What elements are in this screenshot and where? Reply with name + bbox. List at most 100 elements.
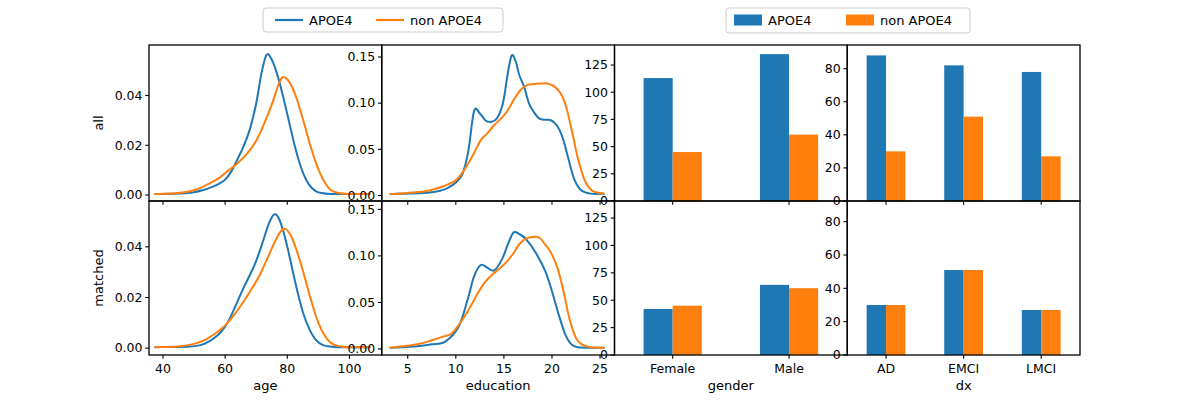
x-tick-label-dx-matched: LMCI [1026, 361, 1056, 376]
plot-area-age-matched [155, 214, 369, 347]
y-tick-label-dx-matched: 80 [825, 214, 841, 229]
kde-curve-education-all-apoe4 [390, 55, 604, 194]
y-tick-label-gender-all: 100 [584, 85, 608, 100]
plot-area-gender-all [644, 54, 819, 201]
x-tick-label-age-matched: 40 [155, 361, 171, 376]
y-tick-label-dx-all: 80 [825, 61, 841, 76]
legend-lines: APOE4 non APOE4 [263, 8, 503, 32]
kde-curve-age-matched-non-apoe4 [155, 229, 369, 347]
y-tick-label-dx-matched: 40 [825, 281, 841, 296]
y-tick-label-gender-matched: 50 [592, 293, 608, 308]
y-tick-label-age-matched: 0.00 [115, 340, 143, 355]
x-tick-label-gender-matched: Female [650, 361, 696, 376]
bar-gender-all-Female-apoe4 [644, 78, 673, 201]
y-tick-label-education-all: 0.10 [347, 95, 375, 110]
y-tick-label-gender-all: 125 [584, 57, 608, 72]
y-tick-label-gender-all: 25 [592, 166, 608, 181]
legend-patches: APOE4 non APOE4 [726, 8, 970, 33]
bar-dx-all-AD-non-apoe4 [886, 151, 905, 201]
subplot-gender-matched: FemaleMale0255075100125gender [584, 201, 847, 393]
bar-dx-matched-EMCI-non-apoe4 [964, 270, 983, 355]
x-tick-label-dx-matched: EMCI [948, 361, 979, 376]
xlabel-gender-matched: gender [708, 378, 755, 393]
x-tick-label-education-matched: 10 [448, 361, 464, 376]
x-tick-label-age-matched: 60 [217, 361, 233, 376]
plot-area-education-matched [390, 232, 604, 348]
y-tick-label-dx-matched: 0 [833, 347, 841, 362]
y-tick-label-dx-all: 40 [825, 127, 841, 142]
y-tick-label-dx-matched: 60 [825, 247, 841, 262]
x-tick-label-age-matched: 80 [279, 361, 295, 376]
spines-education-all [382, 45, 615, 201]
bar-gender-matched-Male-apoe4 [760, 285, 789, 355]
y-tick-label-gender-matched: 100 [584, 238, 608, 253]
bar-gender-all-Female-non-apoe4 [673, 152, 702, 201]
legend-label-apoe4: APOE4 [768, 13, 811, 28]
legend-patch-apoe4 [734, 15, 762, 26]
x-tick-label-education-matched: 15 [496, 361, 512, 376]
bar-dx-all-EMCI-apoe4 [944, 65, 963, 201]
subplot-age-all: 0.00 0.02 0.04 [115, 45, 382, 205]
y-tick-label-gender-matched: 125 [584, 210, 608, 225]
y-tick-label-education-all: 0.15 [347, 49, 375, 64]
x-tick-label-dx-matched: AD [877, 361, 895, 376]
row-label-all: all [91, 115, 106, 130]
y-tick-label-education-all: 0.05 [347, 142, 375, 157]
xlabel-dx-matched: dx [956, 378, 972, 393]
subplot-education-all: 0.000.050.100.15 [347, 45, 614, 205]
y-tick-label-age-all: 0.02 [115, 138, 143, 153]
y-tick-label-age-all: 0.04 [115, 88, 143, 103]
plot-area-education-all [390, 55, 604, 194]
bar-gender-all-Male-non-apoe4 [789, 135, 818, 201]
kde-curve-age-matched-apoe4 [155, 214, 369, 347]
kde-curve-education-all-non-apoe4 [390, 83, 604, 194]
subplot-education-matched: 5101520250.000.050.100.15education [347, 201, 614, 393]
kde-curve-age-all-apoe4 [155, 54, 369, 194]
x-tick-label-education-matched: 25 [592, 361, 608, 376]
plot-area-dx-all [867, 55, 1061, 201]
y-tick-label-gender-all: 50 [592, 139, 608, 154]
spines-age-matched [149, 201, 382, 355]
x-tick-label-gender-matched: Male [774, 361, 804, 376]
subplot-dx-all: 020406080 [825, 45, 1080, 208]
x-tick-label-education-matched: 5 [404, 361, 412, 376]
legend-label-non-apoe4: non APOE4 [410, 13, 482, 28]
plot-area-dx-matched [867, 270, 1061, 355]
y-tick-label-gender-matched: 75 [592, 265, 608, 280]
bar-dx-all-EMCI-non-apoe4 [964, 117, 983, 201]
y-tick-label-age-all: 0.00 [115, 187, 143, 202]
xlabel-age-matched: age [253, 378, 277, 393]
y-tick-label-age-matched: 0.02 [115, 290, 143, 305]
subplot-dx-matched: AD EMCI LMCI 0 20 40 60 80 dx [825, 201, 1080, 393]
plot-area-age-all [155, 54, 369, 194]
bar-gender-all-Male-apoe4 [760, 54, 789, 201]
y-tick-label-education-matched: 0.00 [347, 341, 375, 356]
y-tick-label-dx-all: 20 [825, 160, 841, 175]
x-tick-label-education-matched: 20 [544, 361, 560, 376]
bar-gender-matched-Female-apoe4 [644, 309, 673, 355]
chart-canvas: 0.000.020.040.000.050.100.15025507510012… [0, 0, 1200, 400]
spines-education-matched [382, 201, 615, 355]
bar-dx-all-LMCI-apoe4 [1022, 72, 1041, 201]
legend-label-apoe4: APOE4 [309, 13, 352, 28]
bar-dx-all-AD-apoe4 [867, 55, 886, 201]
subplot-age-matched: 40 60 80 100 0.00 0.02 0.04 age [115, 201, 382, 393]
x-tick-label-age-matched: 100 [338, 361, 362, 376]
xlabel-education-matched: education [466, 378, 531, 393]
legend-patch-non-apoe4 [846, 15, 874, 26]
plot-area-gender-matched [644, 285, 819, 355]
y-tick-label-dx-all: 60 [825, 94, 841, 109]
y-tick-label-gender-matched: 0 [600, 347, 608, 362]
bar-dx-matched-AD-non-apoe4 [886, 305, 905, 355]
legend-label-non-apoe4: non APOE4 [880, 13, 952, 28]
y-tick-label-gender-matched: 25 [592, 320, 608, 335]
y-tick-label-gender-all: 75 [592, 112, 608, 127]
bar-gender-matched-Female-non-apoe4 [673, 306, 702, 355]
bar-dx-matched-AD-apoe4 [867, 305, 886, 355]
bar-dx-matched-LMCI-apoe4 [1022, 310, 1041, 355]
bar-gender-matched-Male-non-apoe4 [789, 288, 818, 355]
subplot-gender-all: 0255075100125 [584, 45, 847, 208]
y-tick-label-dx-matched: 20 [825, 314, 841, 329]
y-tick-label-age-matched: 0.04 [115, 239, 143, 254]
bar-dx-matched-EMCI-apoe4 [944, 270, 963, 355]
